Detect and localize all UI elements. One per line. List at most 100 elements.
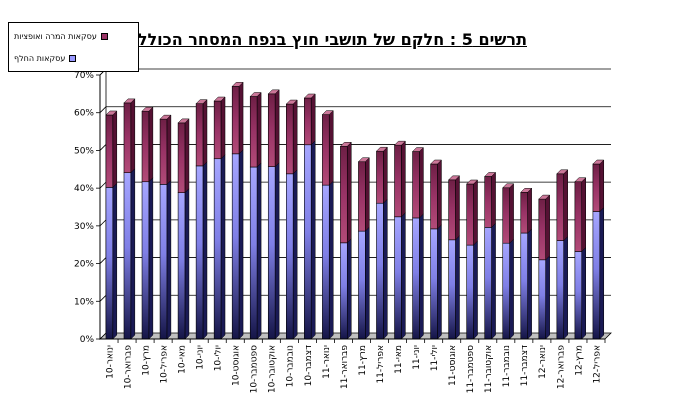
bar-conversion [484,176,492,228]
bar-conversion [141,110,150,183]
gridline-diag [99,257,107,264]
bar-side-conversion [365,157,370,232]
bar-side-conversion [310,93,316,146]
bar-swap [574,251,583,340]
bar-top [123,98,136,104]
bar-side-conversion [581,177,586,253]
gridline-diag [99,295,107,302]
bar-side-conversion [527,187,532,234]
bar-side-swap [473,240,478,340]
bar-top [574,177,587,182]
bar-conversion [105,114,114,188]
gridline-diag [99,144,107,151]
y-tick-label: 20% [74,260,94,270]
x-tick-label: דצמבר-11 [520,345,530,386]
bar-side-conversion [184,118,190,194]
bar-top [159,114,172,120]
bar-side-swap [491,222,496,340]
bar-swap [538,259,546,340]
bar-swap [141,181,150,340]
bar-side-swap [166,179,172,340]
x-tick-label: יוני-10 [196,345,206,370]
bar-side-swap [581,246,586,340]
bar-side-conversion [274,89,280,168]
bar-side-conversion [401,140,406,218]
bar-side-conversion [166,114,172,185]
x-tick-label: ספטמבר-11 [466,345,476,394]
bar-side-swap [527,228,532,340]
bar-side-conversion [130,98,136,174]
bar-conversion [592,163,601,212]
bar-top [393,140,406,146]
bar-top [249,92,262,97]
bar-top [592,159,605,165]
x-tick-label: ינואר-12 [538,345,548,379]
bar-side-conversion [238,81,244,155]
bar-side-swap [599,206,605,340]
legend-label-swap: עסקאות החלף [14,54,66,63]
x-tick-label: פברואר-10 [123,345,133,390]
bar-swap [484,227,492,340]
x-tick-label: אפריל-11 [376,345,386,384]
bar-top [484,172,497,177]
bar-conversion [195,103,204,167]
bar-side-conversion [563,169,568,242]
bar-top [375,146,388,152]
bar-side-swap [383,198,388,340]
bar-swap [195,165,204,340]
bar-conversion [394,144,402,218]
bar-side-conversion [148,106,154,183]
bar-swap [249,166,258,340]
bar-swap [430,228,438,340]
bar-conversion [376,150,384,204]
bar-side-conversion [256,91,262,168]
x-tick-label: פברואר-12 [556,345,566,390]
bar-top [267,89,280,95]
bar-swap [466,244,474,340]
bar-side-conversion [328,109,334,186]
legend-item-conversion: עסקאות המרה ואופציות [14,32,108,41]
bar-conversion [286,103,294,175]
bar-conversion [159,118,168,185]
bar-side-conversion [220,96,226,160]
gridline-diag [99,106,107,113]
bar-side-swap [310,140,316,340]
bar-conversion [267,93,276,167]
bar-swap [304,144,312,340]
bar-side-swap [328,180,334,340]
bar-swap [592,211,601,340]
x-tick-label: ינואר-11 [322,345,332,379]
bar-side-swap [401,212,406,340]
bar-conversion [466,183,474,246]
bar-side-swap [238,149,244,340]
x-tick-label: יולי-10 [214,345,224,371]
x-tick-label: מאי-11 [394,345,404,374]
bar-swap [556,240,564,340]
bar-conversion [340,145,348,244]
bar-conversion [448,179,456,241]
x-tick-label: ינואר-10 [105,345,115,379]
bar-swap [322,184,330,340]
bar-swap [177,192,186,340]
bar-side-conversion [599,159,605,213]
bar-conversion [231,86,240,155]
bar-top [213,96,226,102]
bar-side-conversion [545,194,550,261]
bar-conversion [412,151,420,219]
bar-side-conversion [202,99,208,167]
bar-conversion [358,161,366,232]
bar-top [177,118,190,124]
bar-swap [213,158,222,340]
bar-side-swap [130,168,136,340]
y-tick-label: 10% [74,297,94,307]
bar-swap [358,230,366,340]
bar-side-swap [112,182,118,340]
bar-side-swap [455,235,460,340]
bar-side-swap [220,154,226,340]
bar-top [411,147,425,152]
bar-side-conversion [419,146,424,219]
x-tick-label: מרץ-11 [358,345,368,376]
bar-swap [286,173,294,340]
bar-side-conversion [455,175,460,241]
x-tick-label: דצמבר-10 [304,345,314,386]
